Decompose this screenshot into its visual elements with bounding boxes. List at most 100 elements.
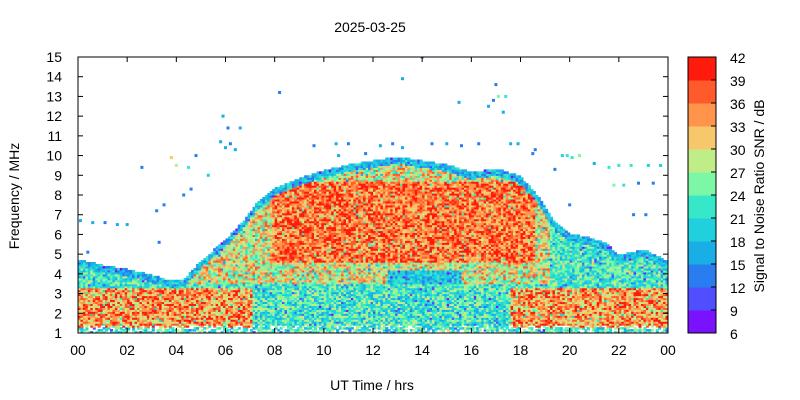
heatmap-cell — [282, 273, 286, 277]
heatmap-cell — [245, 267, 249, 271]
heatmap-cell — [191, 323, 195, 326]
heatmap-cell — [331, 315, 335, 318]
heatmap-cell — [166, 311, 170, 314]
heatmap-cell — [92, 271, 96, 275]
heatmap-cell — [159, 301, 163, 305]
heatmap-cell — [240, 271, 244, 275]
heatmap-cell — [223, 264, 227, 267]
heatmap-cell — [291, 293, 295, 297]
heatmap-cell — [85, 277, 89, 281]
heatmap-cell — [299, 224, 303, 228]
heatmap-cell — [316, 277, 320, 281]
heatmap-cell — [85, 265, 89, 269]
heatmap-cell — [257, 303, 261, 306]
heatmap-cell — [151, 295, 155, 299]
heatmap-cell — [323, 189, 327, 192]
heatmap-cell — [90, 293, 94, 297]
heatmap-cell — [100, 315, 104, 318]
heatmap-cell — [262, 224, 266, 228]
heatmap-cell — [294, 271, 298, 275]
heatmap-cell — [255, 287, 259, 291]
heatmap-cell — [279, 242, 283, 245]
heatmap-cell — [159, 317, 163, 320]
heatmap-cell — [318, 171, 322, 174]
heatmap-cell — [301, 299, 305, 303]
heatmap-cell — [299, 275, 303, 279]
heatmap-cell — [259, 273, 263, 277]
heatmap-cell — [227, 309, 232, 312]
heatmap-cell — [306, 331, 310, 333]
heatmap-cell — [267, 230, 271, 234]
heatmap-cell — [255, 289, 259, 293]
heatmap-cell — [205, 277, 209, 281]
heatmap-cell — [102, 309, 106, 312]
heatmap-cell — [245, 323, 249, 326]
heatmap-cell — [240, 319, 244, 322]
heatmap-cell — [262, 311, 266, 314]
heatmap-cell — [90, 321, 94, 324]
heatmap-cell — [331, 228, 335, 232]
heatmap-cell — [262, 204, 266, 208]
heatmap-cell — [267, 301, 271, 305]
heatmap-cell — [237, 252, 241, 255]
heatmap-cell — [272, 275, 276, 279]
heatmap-cell — [304, 291, 308, 295]
heatmap-cell — [277, 295, 281, 299]
heatmap-cell — [299, 289, 303, 293]
heatmap-cell — [235, 267, 239, 271]
heatmap-cell — [252, 293, 256, 297]
heatmap-cell — [274, 212, 278, 216]
heatmap-cell — [245, 220, 249, 224]
heatmap-cell — [304, 224, 308, 228]
heatmap-cell — [225, 275, 229, 279]
heatmap-cell — [272, 206, 276, 210]
heatmap-cell — [296, 232, 300, 236]
heatmap-cell — [269, 321, 273, 324]
heatmap-cell — [314, 234, 318, 237]
heatmap-cell — [321, 305, 325, 308]
heatmap-cell — [139, 309, 143, 312]
heatmap-cell — [304, 191, 308, 194]
heatmap-cell — [277, 224, 281, 228]
heatmap-cell — [198, 289, 202, 293]
heatmap-cell — [255, 275, 259, 279]
heatmap-cell — [277, 232, 281, 236]
heatmap-cell — [198, 262, 202, 265]
heatmap-cell — [227, 262, 232, 265]
heatmap-cell — [196, 321, 200, 324]
heatmap-cell — [210, 258, 214, 261]
heatmap-cell — [306, 319, 310, 322]
heatmap-cell — [186, 313, 190, 316]
heatmap-cell — [277, 321, 281, 324]
heatmap-cell — [289, 230, 293, 234]
heatmap-cell — [269, 291, 273, 295]
heatmap-cell — [193, 279, 197, 283]
heatmap-cell — [272, 193, 276, 196]
heatmap-cell — [223, 309, 227, 312]
heatmap-cell — [117, 287, 121, 291]
heatmap-cell — [225, 297, 229, 301]
heatmap-cell — [127, 303, 131, 306]
heatmap-cell — [289, 262, 293, 265]
heatmap-cell — [321, 258, 325, 261]
heatmap-cell — [267, 228, 271, 232]
heatmap-cell — [328, 291, 332, 295]
heatmap-cell — [314, 271, 318, 275]
heatmap-cell — [151, 285, 155, 289]
heatmap-cell — [124, 301, 128, 305]
heatmap-cell — [321, 196, 325, 200]
heatmap-cell — [127, 277, 131, 281]
heatmap-cell — [279, 238, 283, 241]
heatmap-cell — [264, 264, 268, 267]
heatmap-cell — [294, 226, 298, 230]
heatmap-cell — [259, 212, 263, 216]
heatmap-cell — [277, 204, 281, 208]
heatmap-cell — [205, 311, 209, 314]
heatmap-cell — [282, 210, 286, 214]
heatmap-cell — [311, 234, 315, 237]
heatmap-cell — [134, 321, 138, 324]
heatmap-cell — [193, 313, 197, 316]
heatmap-cell — [247, 214, 251, 218]
heatmap-cell — [215, 260, 219, 263]
heatmap-cell — [323, 246, 327, 249]
